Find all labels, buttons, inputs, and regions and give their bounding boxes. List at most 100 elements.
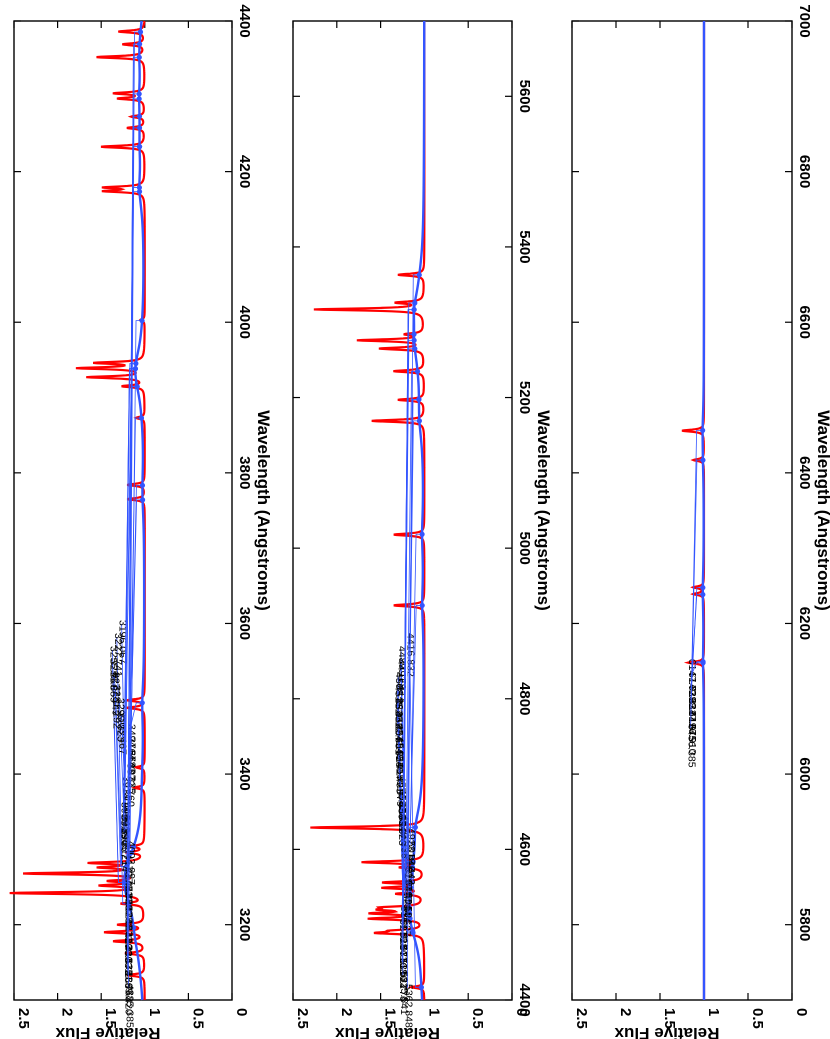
line-marker-label: 4233.124: [123, 880, 135, 924]
plot-frame: [571, 20, 793, 1001]
wavelength-tick-label: 6400: [796, 456, 813, 489]
wavelength-tick-label: 4000: [236, 306, 253, 339]
wavelength-tick-label: 5800: [796, 908, 813, 941]
line-marker-leader: [127, 43, 140, 976]
wavelength-axis-label: Wavelength (Angstroms): [534, 410, 553, 611]
wavelength-tick-label: 4600: [516, 833, 533, 866]
flux-tick-label: 0.5: [189, 1008, 206, 1029]
model-continuum-line: [408, 21, 426, 1001]
line-marker-leader: [401, 309, 415, 963]
flux-tick-label: 1.5: [661, 1008, 678, 1029]
line-marker-label: 4369.420: [123, 971, 135, 1015]
wavelength-tick-label: 6000: [796, 757, 813, 790]
line-marker-label: 4520.207: [392, 698, 404, 742]
line-marker-leader: [690, 587, 703, 702]
line-marker-leader: [129, 417, 142, 768]
flux-tick-label: 1.5: [102, 1008, 119, 1029]
line-marker-label: 6238.419: [686, 685, 698, 729]
line-marker-leader: [406, 398, 419, 885]
line-marker-label: 6456.385: [686, 724, 698, 768]
flux-tick-label: 2.5: [573, 1008, 590, 1029]
flux-tick-label: 1: [425, 1008, 442, 1016]
line-marker-label: 4303.168: [122, 945, 134, 989]
line-marker-dot: [700, 457, 706, 463]
spectrum-panel-2: 0 0.5 1 1.5 2 2.5 Relative Flux 4400 4600 4800 500…: [292, 20, 553, 1039]
line-marker-leader: [409, 636, 422, 988]
line-marker-label: 3281.292: [110, 685, 122, 729]
flux-tick-label: 2.5: [294, 1008, 311, 1029]
wavelength-tick-label: 6800: [796, 155, 813, 188]
line-marker-leader: [406, 274, 420, 989]
wavelength-tick-label: 6600: [796, 306, 813, 339]
line-marker-label: 4555.879: [394, 763, 406, 807]
spectrum-panel-1: 0 0.5 1 1.5 2 2.5 Relative Flux 3200 3400 3600 380…: [9, 4, 273, 1039]
line-marker-leader: [129, 702, 143, 729]
line-marker-leader: [115, 688, 128, 864]
wavelength-tick-label: 4400: [236, 4, 253, 37]
wavelength-tick-label: 3400: [236, 757, 253, 790]
wavelength-tick-label: 5200: [516, 381, 533, 414]
line-marker-leader: [409, 533, 423, 846]
line-marker-label: 4385.385: [123, 984, 135, 1028]
flux-tick-label: 1.5: [382, 1008, 399, 1029]
plot-frame: [292, 20, 513, 1001]
plot-frame: [13, 20, 233, 1001]
line-marker-label: 4515.346: [393, 685, 405, 729]
wavelength-axis-label: Wavelength (Angstroms): [254, 410, 273, 611]
wavelength-tick-label: 3600: [236, 607, 253, 640]
wavelength-tick-label: 3800: [236, 456, 253, 489]
line-marker-label: 3295.823: [114, 698, 126, 742]
line-marker-label: 3914.513: [120, 789, 132, 833]
wavelength-tick-label: 4800: [516, 682, 533, 715]
wavelength-tick-label: 5400: [516, 230, 533, 263]
flux-tick-label: 2: [338, 1008, 355, 1016]
spectrum-panel-3: 0 0.5 1 1.5 2 2.5 Relative Flux 5800 6000 6200 640…: [571, 4, 830, 1039]
wavelength-axis-label: Wavelength (Angstroms): [814, 410, 830, 611]
wavelength-tick-label: 5000: [516, 531, 533, 564]
model-continuum-line: [701, 21, 706, 1000]
flux-tick-label: 0: [793, 1008, 810, 1016]
line-marker-leader: [409, 605, 423, 833]
line-marker-leader: [690, 661, 704, 676]
line-marker-leader: [403, 818, 416, 828]
model-continuum-line: [123, 20, 146, 1001]
wavelength-tick-label: 4200: [236, 155, 253, 188]
line-marker-leader: [116, 636, 129, 905]
wavelength-tick-label: 5600: [516, 80, 533, 113]
line-marker-label: 5316.776: [397, 958, 409, 1002]
line-marker-label: 4296.572: [122, 932, 134, 976]
flux-axis-label: Relative Flux: [55, 1024, 160, 1039]
line-marker-label: 3255.889: [107, 659, 119, 703]
line-marker-label: 3227.741: [112, 633, 124, 677]
line-marker-label: 6149.232: [686, 672, 698, 716]
line-marker-leader: [112, 662, 125, 884]
line-marker-leader: [398, 766, 412, 884]
flux-tick-label: 2: [617, 1008, 634, 1016]
line-marker-leader: [405, 371, 418, 898]
line-marker-label: 4233.163: [123, 893, 135, 937]
line-marker-leader: [114, 675, 127, 867]
flux-tick-label: 1: [705, 1008, 722, 1016]
flux-axis-label: Relative Flux: [335, 1024, 440, 1039]
wavelength-tick-label: 6200: [796, 607, 813, 640]
observed-spectrum-line: [681, 21, 706, 1000]
flux-tick-label: 0: [513, 1008, 530, 1016]
line-marker-label: 4508.284: [393, 672, 405, 716]
flux-tick-label: 0.5: [749, 1008, 766, 1029]
line-marker-leader: [400, 662, 413, 932]
flux-tick-label: 2.5: [15, 1008, 32, 1029]
line-marker-label: 5264.818: [398, 906, 410, 950]
line-marker-label: 4549.417: [394, 737, 406, 781]
line-marker-leader: [123, 363, 136, 833]
line-marker-leader: [129, 320, 143, 846]
line-marker-label: 6416.910: [686, 711, 698, 755]
flux-tick-label: 0.5: [469, 1008, 486, 1029]
wavelength-tick-label: 3200: [236, 908, 253, 941]
line-marker-leader: [690, 429, 703, 728]
flux-tick-label: 2: [59, 1008, 76, 1016]
line-marker-label: 5362.848: [402, 984, 414, 1028]
wavelength-tick-label: 4400: [516, 983, 533, 1016]
line-marker-label: 6247.575: [686, 698, 698, 742]
line-marker-label: 4583.823: [396, 802, 408, 846]
